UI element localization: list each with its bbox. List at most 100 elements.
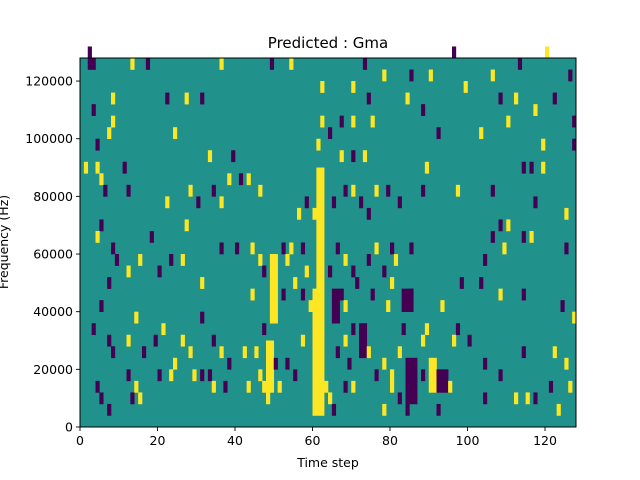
x-tick-label: 40 xyxy=(227,433,243,448)
heatmap-cell xyxy=(235,242,240,255)
heatmap-cell xyxy=(161,323,166,336)
heatmap-cell xyxy=(448,380,453,393)
heatmap-cell xyxy=(312,207,317,220)
heatmap-cell xyxy=(421,184,426,197)
y-tick-label: 0 xyxy=(65,420,73,435)
heatmap-band xyxy=(316,167,325,289)
heatmap-cell xyxy=(351,265,356,278)
heatmap-cell xyxy=(529,230,534,243)
y-tick-label: 40000 xyxy=(33,304,73,319)
heatmap-cell xyxy=(219,196,224,209)
heatmap-band xyxy=(359,323,368,359)
heatmap-cell xyxy=(521,161,526,174)
heatmap-cell xyxy=(362,58,368,70)
plot-area-frame xyxy=(79,57,577,428)
heatmap-cell xyxy=(320,115,325,128)
heatmap-cell xyxy=(351,115,356,128)
heatmap-cell xyxy=(285,254,290,266)
heatmap-cell xyxy=(568,69,573,82)
heatmap-cell xyxy=(533,104,538,116)
heatmap-cell xyxy=(401,323,406,336)
heatmap-cell xyxy=(99,173,104,186)
heatmap-cell xyxy=(424,161,430,174)
heatmap-cell xyxy=(107,334,112,347)
heatmap-cell xyxy=(483,392,488,405)
heatmap-cell xyxy=(107,403,112,416)
heatmap-cell xyxy=(91,104,96,116)
heatmap-cell xyxy=(200,311,205,324)
heatmap-cell xyxy=(541,161,546,174)
heatmap-cell xyxy=(91,323,96,336)
heatmap-cell xyxy=(409,288,414,301)
heatmap-cell xyxy=(331,196,337,209)
heatmap-cell xyxy=(254,346,259,359)
x-tick-label: 100 xyxy=(456,433,480,448)
heatmap-cell xyxy=(153,334,158,347)
heatmap-cell xyxy=(533,196,538,209)
heatmap-cell xyxy=(91,58,96,70)
heatmap-cell xyxy=(173,357,178,370)
heatmap-cell xyxy=(335,346,340,359)
heatmap-cell xyxy=(390,380,395,393)
heatmap-cell xyxy=(300,334,306,347)
heatmap-cell xyxy=(262,265,267,278)
heatmap-cell xyxy=(351,81,356,93)
heatmap-cell xyxy=(382,403,387,416)
heatmap-cell xyxy=(397,392,402,405)
heatmap-cell xyxy=(552,346,557,359)
heatmap-cell xyxy=(200,277,205,289)
heatmap-cell xyxy=(382,265,387,278)
heatmap-cell xyxy=(521,288,526,301)
heatmap-cell xyxy=(498,369,503,382)
heatmap-cell xyxy=(452,334,457,347)
heatmap-cell xyxy=(277,380,282,393)
heatmap-cell xyxy=(467,334,472,347)
heatmap-cell xyxy=(231,150,236,163)
heatmap-cell xyxy=(126,184,131,197)
heatmap-cell xyxy=(95,380,100,393)
heatmap-cell xyxy=(343,300,348,312)
heatmap-cell xyxy=(258,254,263,266)
heatmap-cell xyxy=(246,380,251,393)
heatmap-cell xyxy=(498,288,503,301)
heatmap-cell xyxy=(370,115,375,128)
heatmap-band xyxy=(312,288,325,416)
heatmap-cell xyxy=(514,92,519,105)
heatmap-cell xyxy=(436,403,441,416)
heatmap-cell xyxy=(250,288,255,301)
heatmap-cell xyxy=(506,219,511,232)
heatmap-cell xyxy=(545,46,550,59)
heatmap-cell xyxy=(200,369,205,382)
heatmap-cell xyxy=(502,242,507,255)
heatmap-cell xyxy=(343,184,348,197)
heatmap-cell xyxy=(347,357,352,370)
heatmap-cell xyxy=(316,138,321,151)
heatmap-cell xyxy=(452,46,457,59)
heatmap-cell xyxy=(281,242,286,255)
heatmap-cell xyxy=(134,311,139,324)
heatmap-cell xyxy=(145,58,151,70)
heatmap-cell xyxy=(339,288,344,301)
heatmap-cell xyxy=(564,357,569,370)
heatmap-cell xyxy=(533,392,538,405)
heatmap-cells xyxy=(80,46,577,428)
x-tick-label: 120 xyxy=(533,433,557,448)
heatmap-cell xyxy=(366,346,371,359)
heatmap-cell xyxy=(223,380,228,393)
heatmap-cell xyxy=(126,265,131,278)
heatmap-cell xyxy=(192,369,197,382)
heatmap-cell xyxy=(440,300,445,312)
heatmap-cell xyxy=(351,380,356,393)
heatmap-cell xyxy=(107,277,112,289)
heatmap-cell xyxy=(351,150,356,163)
heatmap-cell xyxy=(517,58,523,70)
heatmap-cell xyxy=(556,403,561,416)
heatmap-cell xyxy=(393,254,399,266)
heatmap-cell xyxy=(246,173,251,186)
heatmap-cell xyxy=(207,150,213,163)
heatmap-cell xyxy=(83,161,89,174)
heatmap-cell xyxy=(320,81,325,93)
heatmap-band xyxy=(428,357,437,393)
y-tick-label: 100000 xyxy=(25,131,73,146)
heatmap-cell xyxy=(211,380,216,393)
